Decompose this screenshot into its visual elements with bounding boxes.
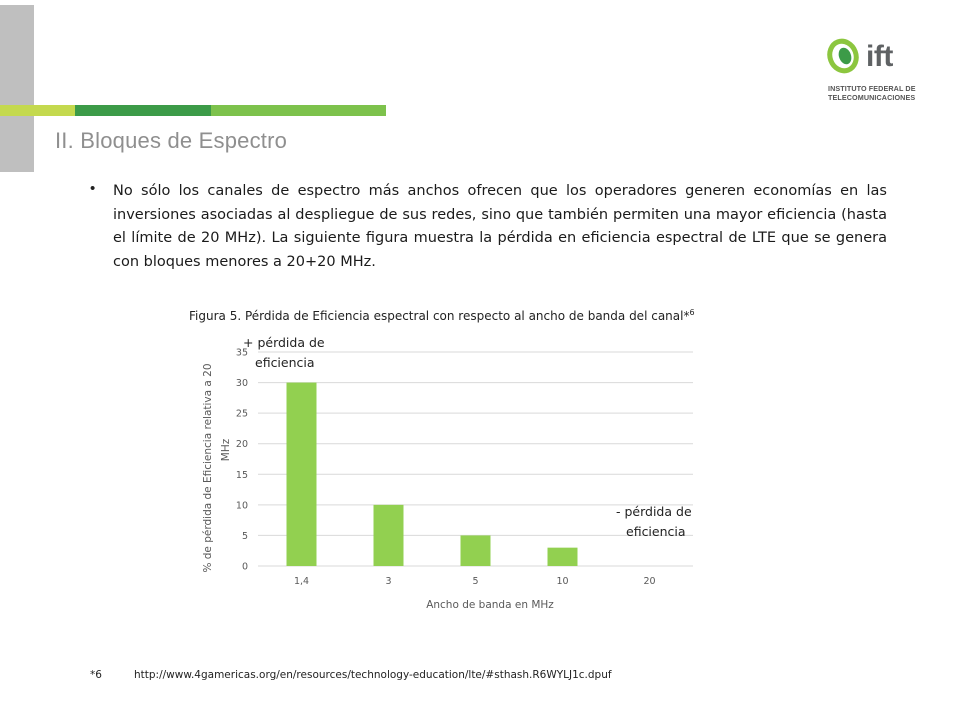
bar-1,4 [286, 382, 317, 566]
x-tick-label: 1,4 [294, 576, 309, 587]
x-tick-label: 20 [643, 576, 655, 587]
y-tick-label: 20 [236, 439, 248, 450]
header-stripe-dark-green [75, 105, 211, 116]
header-stripe-light-green [0, 105, 75, 116]
footnote-mark: *6 [90, 669, 102, 681]
figure-caption: Figura 5. Pérdida de Eficiencia espectra… [189, 308, 749, 323]
annotation-more-loss-line1: + pérdida de [243, 335, 325, 350]
bar-5 [460, 535, 491, 566]
section-title: II. Bloques de Espectro [55, 128, 288, 153]
side-accent-bar [0, 5, 34, 172]
y-axis-label-line2: MHz [220, 438, 232, 461]
y-tick-label: 15 [236, 470, 248, 481]
figure-caption-text: Figura 5. Pérdida de Eficiencia espectra… [189, 309, 690, 323]
x-axis-label: Ancho de banda en MHz [426, 599, 554, 611]
y-tick-label: 30 [236, 378, 248, 389]
header-stripe-green [211, 105, 386, 116]
y-tick-label: 25 [236, 409, 248, 420]
y-axis-label-line1: % de pérdida de Eficiencia relativa a 20 [202, 363, 214, 572]
logo-subtitle-line1: INSTITUTO FEDERAL DE [828, 84, 916, 93]
annotation-less-loss-line2: eficiencia [626, 524, 686, 539]
bullet-text: No sólo los canales de espectro más anch… [113, 183, 887, 270]
bar-10 [547, 547, 578, 566]
y-tick-label: 10 [236, 500, 248, 511]
x-tick-label: 3 [385, 576, 391, 587]
footnote-url[interactable]: http://www.4gamericas.org/en/resources/t… [134, 669, 612, 681]
logo-wordmark: ift [866, 40, 893, 73]
y-tick-label: 0 [242, 562, 248, 573]
annotation-more-loss-line2: eficiencia [255, 355, 315, 370]
x-tick-label: 10 [556, 576, 568, 587]
logo-subtitle-line2: TELECOMUNICACIONES [828, 93, 916, 102]
ift-logo: ift INSTITUTO FEDERAL DE TELECOMUNICACIO… [826, 36, 936, 106]
y-tick-label: 35 [236, 348, 248, 359]
x-tick-label: 5 [472, 576, 478, 587]
y-tick-label: 5 [242, 531, 248, 542]
ift-logo-mark-icon [827, 38, 859, 74]
bullet-dot-icon: • [90, 180, 96, 197]
bar-chart: 0 5 10 15 20 25 30 35 1,4 3 5 10 20 % de pérdida de… [195, 330, 735, 620]
bar-3 [373, 504, 404, 566]
annotation-less-loss-line1: - pérdida de [616, 504, 692, 519]
figure-caption-footnote-ref: 6 [689, 308, 695, 317]
